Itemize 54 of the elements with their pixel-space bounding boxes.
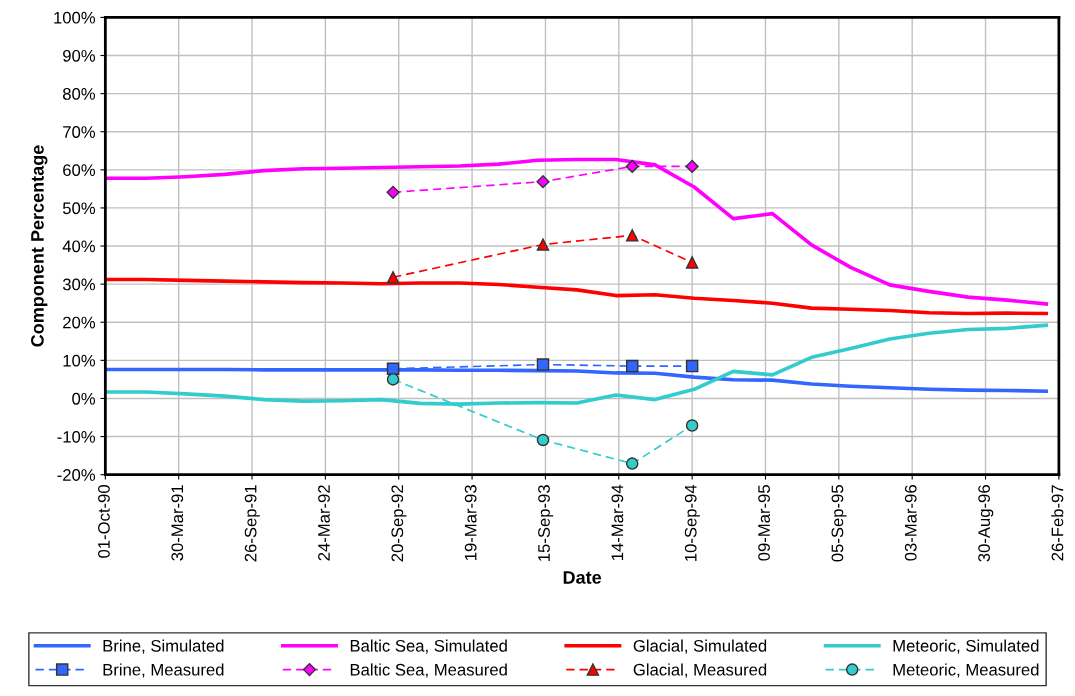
point: [685, 419, 699, 432]
legend-label: Glacial, Simulated: [633, 639, 767, 654]
x-tick-label: 14-Mar-94: [611, 484, 624, 560]
point: [685, 159, 699, 173]
y-tick-label: -10%: [57, 430, 96, 443]
point: [685, 359, 699, 373]
y-tick-label: 60%: [63, 164, 96, 177]
legend-label: Brine, Measured: [103, 663, 224, 678]
x-tick-label: 10-Sep-94: [684, 484, 700, 561]
point: [536, 358, 550, 371]
y-tick-label: 70%: [63, 126, 96, 138]
x-tick-label: 24-Mar-92: [318, 485, 330, 561]
legend-label: Glacial, Measured: [633, 663, 767, 678]
y-tick-label: 20%: [63, 316, 96, 329]
point: [685, 256, 699, 269]
legend-label: Meteoric, Simulated: [893, 639, 1039, 654]
y-axis-title: Component Percentage: [31, 145, 48, 347]
y-tick-label: 90%: [63, 49, 96, 62]
point: [386, 373, 400, 386]
point: [536, 238, 550, 251]
legend-label: Baltic Sea, Measured: [350, 663, 507, 678]
y-tick-label: 80%: [62, 88, 96, 100]
line-series: [105, 157, 1049, 306]
y-tick-label: 30%: [62, 278, 96, 291]
point: [386, 185, 400, 199]
point: [536, 175, 550, 189]
x-axis-title: Date: [563, 571, 602, 584]
x-tick-label: 26-Feb-97: [1051, 485, 1064, 561]
x-tick-label: 15-Sep-93: [538, 485, 554, 561]
point: [625, 159, 639, 173]
legend-label: Baltic Sea, Simulated: [350, 639, 507, 654]
y-tick-label: 100%: [54, 11, 96, 24]
x-tick-label: 26-Sep-91: [244, 485, 260, 562]
legend-label: Brine, Simulated: [103, 639, 224, 654]
y-tick-label: -20%: [57, 469, 96, 481]
y-tick-label: 40%: [62, 240, 96, 253]
x-tick-label: 05-Sep-95: [831, 485, 847, 562]
x-tick-label: 30-Mar-91: [171, 485, 184, 561]
point: [536, 433, 550, 447]
x-tick-label: 01-Oct-90: [98, 485, 110, 558]
x-tick-label: 09-Mar-95: [758, 485, 770, 561]
y-tick-label: 10%: [63, 354, 96, 367]
point: [386, 362, 400, 375]
x-tick-label: 03-Mar-96: [904, 485, 917, 561]
legend-label: Meteoric, Measured: [893, 663, 1039, 678]
point: [625, 229, 639, 242]
point: [625, 457, 639, 470]
point: [625, 359, 639, 373]
x-tick-label: 19-Mar-93: [464, 485, 477, 560]
x-tick-label: 30-Aug-96: [978, 485, 994, 562]
y-tick-label: 50%: [62, 202, 96, 215]
y-tick-label: 0%: [72, 392, 96, 405]
point: [386, 271, 400, 284]
x-tick-label: 20-Sep-92: [391, 485, 407, 562]
